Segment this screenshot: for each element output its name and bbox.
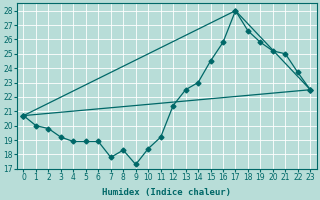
X-axis label: Humidex (Indice chaleur): Humidex (Indice chaleur) — [102, 188, 231, 197]
